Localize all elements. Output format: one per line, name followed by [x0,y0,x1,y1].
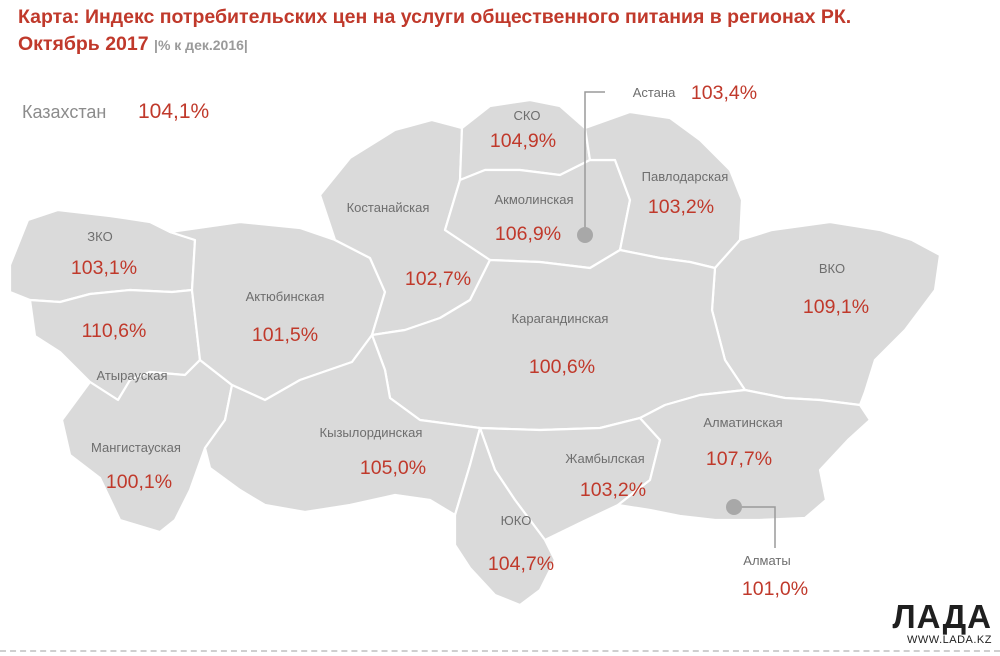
brand-logo[interactable]: ЛАДА WWW.LADA.KZ [892,598,992,647]
country-label: Казахстан [22,102,107,122]
almaty-leader-line [734,506,776,548]
astana-city-dot [577,227,593,243]
label-zhambylskaya-name: Жамбылская [565,451,644,466]
label-kostanayskaya-name: Костанайская [347,200,430,215]
label-astana-name: Астана [633,85,676,100]
label-pavlodarskaya-value: 103,2% [648,196,714,218]
region-shapes [8,98,942,607]
region-shape-almatinskaya [616,388,872,522]
label-almaty-value: 101,0% [742,578,808,600]
brand-logo-text: ЛАДА [892,598,992,635]
label-kostanayskaya-value: 102,7% [405,268,471,290]
label-zko-value: 103,1% [71,257,137,279]
label-almatinskaya-name: Алматинская [703,415,782,430]
label-aktyubinskaya-value: 101,5% [252,324,318,346]
astana-leader-line [584,91,605,233]
label-mangistauskaya-value: 100,1% [106,471,172,493]
region-shape-yuko [453,426,557,607]
label-sko-name: СКО [514,108,541,123]
label-vko-value: 109,1% [803,296,869,318]
map-title: Карта: Индекс потребительских цен на усл… [18,4,978,59]
label-vko-name: ВКО [819,261,845,276]
label-aktyubinskaya-name: Актюбинская [246,289,325,304]
label-akmolinskaya-value: 106,9% [495,223,561,245]
label-almaty-name: Алматы [743,553,790,568]
label-zko-name: ЗКО [87,229,112,244]
label-zhambylskaya-value: 103,2% [580,479,646,501]
label-kyzylordinskaya-name: Кызылординская [320,425,423,440]
almaty-city-dot [726,499,742,515]
label-yuko-value: 104,7% [488,553,554,575]
title-period: Октябрь 2017 [18,33,149,55]
region-shape-zko [8,208,197,304]
title-unit: |% к дек.2016| [154,37,248,53]
city-markers [577,91,776,548]
bottom-divider [0,650,1000,652]
country-value: 104,1% [138,100,210,123]
label-mangistauskaya-name: Мангистауская [91,440,181,455]
brand-url[interactable]: WWW.LADA.KZ [907,634,992,646]
label-yuko-name: ЮКО [501,513,532,528]
label-pavlodarskaya-name: Павлодарская [642,169,729,184]
label-akmolinskaya-name: Акмолинская [494,192,573,207]
label-kyzylordinskaya-value: 105,0% [360,457,426,479]
label-atyrauskaya-name: Атырауская [96,368,167,383]
label-karagandinskaya-value: 100,6% [529,356,595,378]
label-atyrauskaya-value: 110,6% [82,320,147,342]
label-karagandinskaya-name: Карагандинская [512,311,609,326]
title-main: Карта: Индекс потребительских цен на усл… [18,6,852,28]
label-almatinskaya-value: 107,7% [706,448,772,470]
label-sko-value: 104,9% [490,130,556,152]
region-labels: СКО 104,9% Астана 103,4% Акмолинская 106… [71,82,869,600]
label-astana-value: 103,4% [691,82,757,104]
